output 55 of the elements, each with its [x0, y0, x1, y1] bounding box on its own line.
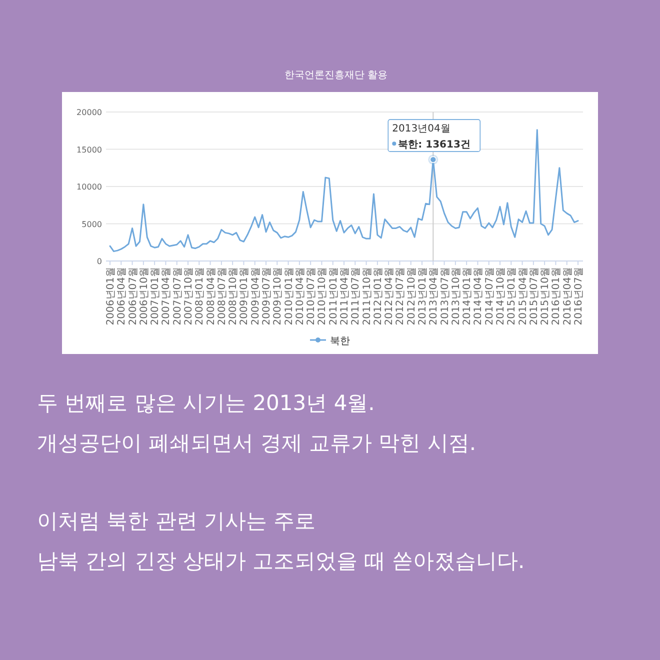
x-tick-label: 2010년04월 — [294, 267, 306, 326]
text: 개성공단이 폐쇄되면서 경제 교류가 막힌 시점. — [37, 431, 476, 455]
x-tick-label: 2008년10월 — [228, 267, 240, 326]
x-tick-label: 2014년01월 — [462, 267, 474, 326]
x-tick-label: 2013년07월 — [440, 267, 451, 326]
x-tick-label: 2012년07월 — [395, 267, 406, 326]
x-tick-label: 2014년04월 — [473, 267, 484, 326]
x-tick-label: 2011년07월 — [350, 267, 362, 326]
x-tick-label: 2013년04월 — [428, 267, 440, 326]
y-tick-label: 10000 — [76, 182, 102, 192]
x-tick-label: 2015년04월 — [518, 267, 529, 326]
x-tick-label: 2008년04월 — [206, 267, 217, 326]
x-tick-label: 2015년07월 — [528, 267, 540, 326]
text: 남북 간의 긴장 상태가 고조되었을 때 쏟아졌습니다. — [37, 549, 525, 573]
y-tick-label: 0 — [96, 257, 102, 266]
x-tick-label: 2007년10월 — [184, 267, 194, 326]
x-tick-label: 2016년04월 — [562, 267, 574, 326]
x-tick-label: 2013년01월 — [418, 267, 428, 326]
text: 이처럼 북한 관련 기사는 주로 — [37, 509, 316, 533]
x-tick-label: 2011년01월 — [328, 267, 340, 326]
legend-label: 북한 — [330, 336, 350, 347]
x-tick-label: 2007년04월 — [161, 267, 172, 326]
x-tick-label: 2009년01월 — [239, 267, 250, 326]
x-tick-label: 2009년04월 — [250, 267, 262, 326]
x-tick-label: 2006년01월 — [106, 267, 116, 326]
x-tick-label: 2012년10월 — [406, 267, 418, 326]
x-tick-label: 2014년07월 — [484, 267, 496, 326]
x-tick-label: 2006년07월 — [128, 267, 139, 326]
x-tick-label: 2009년10월 — [272, 267, 284, 326]
chart-title: 한국언론진흥재단 활용 — [284, 70, 388, 81]
x-tick-label: 2012년04월 — [384, 267, 396, 326]
x-tick-label: 2010년01월 — [284, 267, 295, 326]
x-tick-label: 2010년07월 — [306, 267, 318, 326]
x-tick-label: 2015년10월 — [540, 267, 552, 326]
x-tick-label: 2013년10월 — [450, 267, 462, 326]
x-tick-label: 2011년10월 — [362, 267, 373, 326]
x-tick-label: 2016년07월 — [574, 267, 584, 326]
annotation: 2013년04월 북한: 13613건 — [392, 124, 470, 151]
x-tick-label: 2011년04월 — [340, 267, 350, 326]
x-tick-label: 2006년10월 — [138, 267, 150, 326]
x-tick-label: 2007년01월 — [150, 267, 162, 326]
x-tick-label: 2015년01월 — [506, 267, 518, 326]
x-tick-label: 2009년07월 — [262, 267, 272, 326]
text: 두 번째로 많은 시기는 2013년 4월. — [37, 391, 375, 415]
x-tick-label: 2016년01월 — [551, 267, 562, 326]
x-tick-label: 2008년01월 — [194, 267, 206, 326]
x-tick-label: 2010년10월 — [317, 267, 328, 326]
y-tick-label: 15000 — [76, 145, 102, 154]
x-tick-label: 2012년01월 — [372, 267, 384, 326]
y-tick-label: 5000 — [82, 220, 102, 229]
x-tick-label: 2014년10월 — [496, 267, 506, 326]
x-tick-label: 2006년04월 — [116, 267, 128, 326]
x-tick-label: 2007년07월 — [172, 267, 184, 326]
x-tick-label: 2008년07월 — [216, 267, 228, 326]
y-tick-label: 20000 — [76, 108, 102, 117]
